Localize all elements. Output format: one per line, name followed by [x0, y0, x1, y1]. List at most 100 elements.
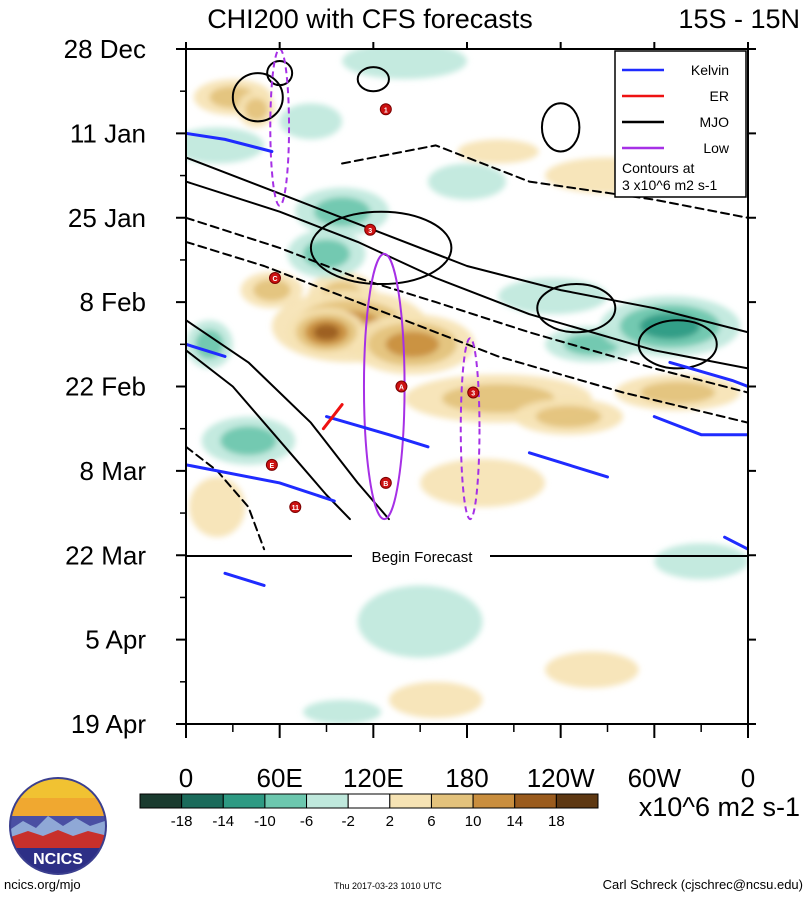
hovmoller-chart: CHI200 with CFS forecasts 15S - 15N 1 3 C A… — [64, 4, 800, 830]
storm-icon — [379, 103, 392, 116]
chart-title: CHI200 with CFS forecasts — [207, 4, 533, 34]
legend-label-low: Low — [703, 140, 730, 156]
x-tick-label: 180 — [445, 763, 488, 793]
storm-label: 11 — [292, 505, 300, 512]
y-tick-label: 28 Dec — [64, 34, 146, 64]
legend-label-kelvin: Kelvin — [691, 62, 729, 78]
storm-marker: A — [395, 380, 408, 393]
y-tick-label: 5 Apr — [85, 625, 146, 655]
y-tick-label: 22 Mar — [65, 540, 146, 570]
kelvin-segment — [652, 415, 748, 437]
anomaly-blob — [303, 699, 382, 724]
anomaly-blob — [220, 426, 277, 456]
colorbar-label: -6 — [300, 813, 313, 830]
footer-timestamp: Thu 2017-03-23 1010 UTC — [334, 881, 442, 891]
storm-label: 3 — [471, 391, 475, 398]
storm-marker: C — [268, 272, 281, 285]
colorbar-label: 6 — [427, 813, 435, 830]
storm-marker: 3 — [364, 223, 377, 236]
mjo-contour-solid — [186, 349, 351, 521]
anomaly-blob — [313, 324, 340, 341]
mjo-contour-dashed — [186, 445, 266, 551]
storm-icon — [265, 458, 278, 471]
legend-box — [614, 50, 747, 198]
ncics-logo: NCICS — [9, 777, 107, 875]
colorbar-units: x10^6 m2 s-1 — [639, 792, 800, 822]
storm-marker: B — [379, 476, 392, 489]
storm-icon — [364, 223, 377, 236]
y-tick-label: 25 Jan — [68, 203, 146, 233]
storm-label: 1 — [384, 107, 388, 114]
storm-icon — [467, 386, 480, 399]
anomaly-blob — [189, 476, 246, 538]
kelvin-segment — [723, 535, 748, 551]
mjo-contour-dashed — [341, 144, 748, 219]
colorbar-label: -14 — [212, 813, 234, 830]
mjo-loop — [266, 60, 294, 87]
mjo-contours — [186, 60, 748, 551]
wave-overlays — [186, 49, 748, 587]
colorbar-label: 14 — [506, 813, 523, 830]
storm-label: A — [399, 385, 404, 392]
mjo-contour-solid — [186, 156, 748, 334]
colorbar-swatch — [347, 793, 391, 809]
storm-label: E — [270, 463, 275, 470]
kelvin-segment — [668, 360, 748, 388]
anomaly-blob — [420, 458, 546, 508]
y-tick-label: 22 Feb — [65, 372, 146, 402]
colorbar-swatch — [306, 793, 349, 809]
y-tick-label: 19 Apr — [71, 709, 147, 739]
anomaly-blob — [342, 49, 467, 80]
colorbar-swatch — [222, 793, 266, 809]
colorbar-label: -18 — [171, 813, 193, 830]
legend-label-mjo: MJO — [699, 114, 729, 130]
storm-icon — [289, 501, 302, 514]
legend-label-er: ER — [710, 88, 729, 104]
mjo-loop — [540, 102, 581, 153]
mjo-contour-dashed — [186, 240, 748, 424]
kelvin-segment — [223, 571, 266, 587]
storm-marker: 1 — [379, 103, 392, 116]
anomaly-blob — [303, 239, 350, 269]
y-tick-label: 11 Jan — [70, 118, 146, 148]
x-tick-label: 0 — [179, 763, 193, 793]
colorbar-label: -10 — [254, 813, 276, 830]
anomaly-field — [186, 49, 748, 724]
colorbar-label: 10 — [465, 813, 482, 830]
mjo-loop — [309, 210, 453, 286]
y-axis: 28 Dec 11 Jan 25 Jan 8 Feb 22 Feb 8 Mar 22 Mar… — [64, 34, 756, 739]
blob-layer — [186, 49, 748, 724]
anomaly-blob — [357, 585, 483, 658]
mjo-contour-dashed — [186, 216, 748, 394]
anomaly-blob — [385, 331, 440, 358]
kelvin-segment — [186, 131, 274, 153]
anomaly-blob — [545, 651, 639, 688]
kelvin-segment — [527, 451, 609, 479]
chart-region: 15S - 15N — [678, 4, 800, 34]
x-tick-label: 120W — [527, 763, 595, 793]
colorbar-swatch — [389, 793, 432, 809]
anomaly-blob — [654, 543, 748, 580]
anomaly-blob — [314, 197, 371, 227]
mjo-loop — [356, 66, 390, 93]
anomaly-blob — [427, 163, 507, 200]
colorbar-label: 18 — [548, 813, 565, 830]
mjo-loop — [231, 72, 284, 123]
forecast-label: Begin Forecast — [372, 549, 474, 566]
anomaly-blob — [195, 329, 224, 359]
low-loop — [459, 337, 481, 521]
x-tick-label: 120E — [343, 763, 404, 793]
colorbar: -18 -14 -10 -6 -2 2 6 10 14 18 — [139, 793, 599, 830]
x-tick-label: 60W — [628, 763, 682, 793]
legend-note-2: 3 x10^6 m2 s-1 — [622, 177, 717, 193]
low-loop — [269, 49, 291, 207]
x-axis: 0 60E 120E 180 120W 60W 0 — [179, 42, 755, 793]
storm-icon — [268, 272, 281, 285]
logo-text: NCICS — [33, 851, 83, 868]
colorbar-swatch — [430, 793, 474, 809]
storm-icon — [379, 476, 392, 489]
anomaly-blob — [457, 139, 539, 164]
storm-icon — [395, 380, 408, 393]
storm-label: 3 — [368, 228, 372, 235]
footer-author: Carl Schreck (cjschrec@ncsu.edu) — [602, 877, 803, 892]
